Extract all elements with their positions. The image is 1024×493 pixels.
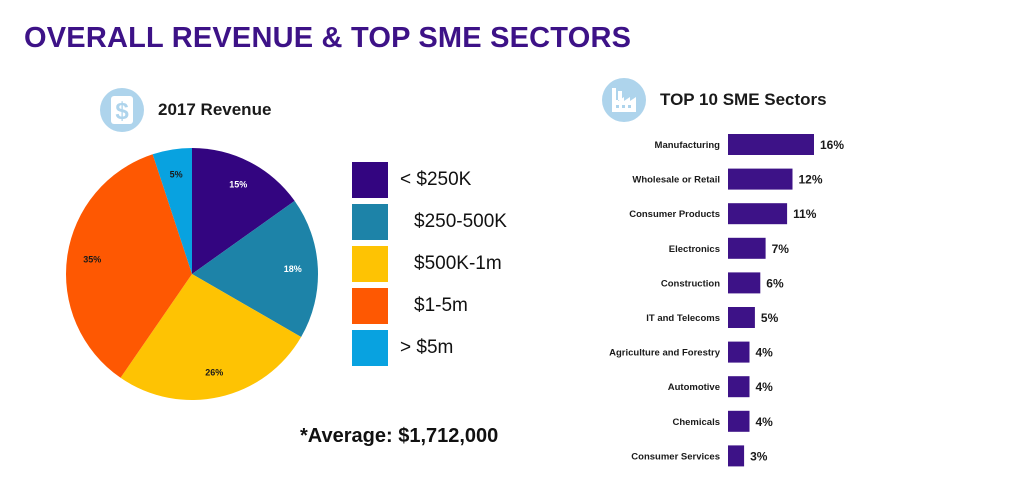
bar-category-label: Wholesale or Retail: [632, 175, 720, 186]
pie-slice: [192, 200, 319, 337]
bar-value-label: 7%: [772, 242, 790, 256]
bar-category-label: Consumer Products: [629, 209, 720, 220]
pie-data-label: 5%: [170, 170, 183, 180]
pie-data-label: 15%: [229, 179, 247, 189]
bar: [728, 237, 766, 259]
sectors-bar-chart: Manufacturing 16% Wholesale or Retail 12% Co…: [609, 134, 844, 467]
revenue-header: $ 2017 Revenue: [100, 88, 271, 132]
sectors-header: TOP 10 SME Sectors: [602, 78, 827, 122]
bar: [728, 272, 761, 294]
sectors-heading: TOP 10 SME Sectors: [660, 90, 827, 109]
legend-label: $500K-1m: [414, 253, 502, 274]
legend-swatch: [352, 162, 388, 198]
legend-label: > $5m: [400, 337, 454, 358]
legend-swatch: [352, 246, 388, 282]
bar-value-label: 4%: [756, 380, 774, 394]
bar-value-label: 4%: [756, 346, 774, 360]
bar-category-label: Construction: [661, 278, 720, 289]
legend-item: $1-5m: [352, 288, 507, 324]
bar-category-label: Automotive: [668, 382, 720, 393]
revenue-pie-chart: 15% 18% 26% 35% 5%: [66, 148, 319, 400]
bar-value-label: 6%: [766, 276, 784, 290]
legend-item: < $250K: [352, 162, 507, 198]
pie-slice: [152, 148, 192, 274]
bar: [728, 341, 750, 363]
revenue-heading: 2017 Revenue: [158, 100, 272, 119]
pie-slice: [66, 154, 192, 378]
pie-data-label: 26%: [205, 367, 223, 377]
legend-item: > $5m: [352, 330, 507, 366]
pie-slice: [120, 274, 302, 400]
bar-value-label: 16%: [820, 138, 844, 152]
bar-category-label: Agriculture and Forestry: [609, 348, 721, 359]
legend-label: < $250K: [400, 169, 472, 190]
pie-slice: [192, 148, 295, 274]
bar-category-label: Electronics: [669, 244, 720, 255]
legend-item: $500K-1m: [352, 246, 507, 282]
bar: [728, 376, 750, 398]
average-revenue-note: *Average: $1,712,000: [300, 425, 499, 447]
bar-value-label: 4%: [756, 415, 774, 429]
bar: [728, 307, 755, 328]
bar-category-label: Manufacturing: [655, 140, 721, 151]
bar: [728, 445, 745, 467]
bar: [728, 168, 793, 190]
bar: [728, 134, 814, 155]
bar: [728, 203, 788, 225]
legend-swatch: [352, 288, 388, 324]
pie-data-label: 35%: [83, 255, 101, 265]
bar-category-label: Consumer Services: [631, 451, 720, 462]
legend-swatch: [352, 330, 388, 366]
bar: [728, 410, 750, 432]
bar-value-label: 11%: [793, 207, 817, 221]
dollar-icon: $: [100, 88, 144, 132]
bar-value-label: 5%: [761, 311, 779, 325]
bar-value-label: 3%: [750, 449, 768, 463]
legend-label: $250-500K: [414, 211, 507, 232]
bar-category-label: Chemicals: [672, 417, 720, 428]
legend-label: $1-5m: [414, 295, 468, 316]
bar-category-label: IT and Telecoms: [646, 313, 720, 324]
pie-legend: < $250K $250-500K $500K-1m $1-5m > $5m: [352, 162, 507, 372]
pie-data-label: 18%: [284, 264, 302, 274]
svg-text:$: $: [115, 98, 129, 125]
factory-icon: [602, 78, 646, 122]
page-title: OVERALL REVENUE & TOP SME SECTORS: [24, 22, 632, 54]
legend-item: $250-500K: [352, 204, 507, 240]
legend-swatch: [352, 204, 388, 240]
bar-value-label: 12%: [799, 173, 823, 187]
